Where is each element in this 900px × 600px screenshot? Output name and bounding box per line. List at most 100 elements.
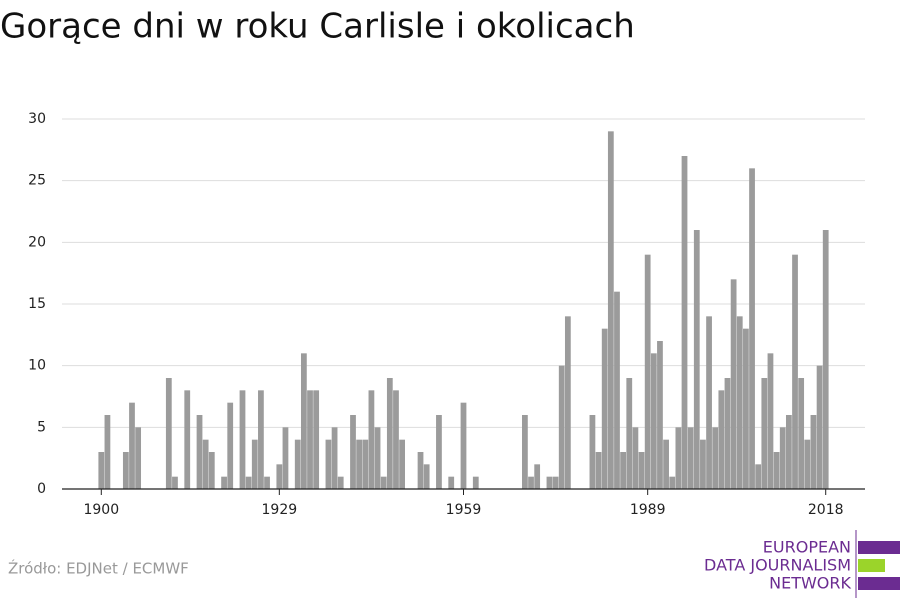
y-tick-label: 25 <box>28 173 46 189</box>
x-tick-label: 1989 <box>630 502 666 518</box>
bar <box>196 415 203 489</box>
bar <box>706 316 712 489</box>
bar <box>718 390 725 489</box>
bar <box>436 415 442 489</box>
bar <box>448 476 455 489</box>
bar <box>239 390 246 489</box>
bar <box>282 427 289 489</box>
bar <box>614 291 620 489</box>
bar <box>221 476 227 489</box>
bar <box>816 365 823 489</box>
bar <box>165 378 172 489</box>
bar <box>730 279 737 489</box>
bar <box>307 390 313 489</box>
bar <box>251 439 258 489</box>
bar <box>104 415 111 489</box>
bar <box>460 402 467 489</box>
bar <box>374 427 381 489</box>
x-tick-label: 2018 <box>808 502 844 518</box>
bar <box>386 378 393 489</box>
bar <box>258 390 264 489</box>
y-tick-label: 0 <box>37 481 46 497</box>
bar <box>208 452 215 489</box>
bar <box>773 452 780 489</box>
bar <box>227 402 234 489</box>
bar <box>172 476 178 489</box>
bar <box>607 131 614 490</box>
bar <box>122 452 129 489</box>
bar <box>663 439 669 489</box>
logo-bar <box>858 559 885 572</box>
bar <box>380 476 387 489</box>
bar <box>810 415 817 489</box>
bar <box>245 476 252 489</box>
bar <box>589 415 596 489</box>
bar <box>693 230 700 489</box>
bar <box>632 427 639 489</box>
bar <box>669 476 676 489</box>
bar <box>785 415 792 489</box>
x-tick-label: 1900 <box>83 502 119 518</box>
bar <box>755 464 762 489</box>
logo-text: DATA JOURNALISM <box>704 556 851 575</box>
bar <box>687 427 694 489</box>
bar <box>792 254 798 489</box>
bar <box>129 402 135 489</box>
bar <box>724 378 731 489</box>
x-tick-label: 1959 <box>446 502 482 518</box>
y-tick-label: 20 <box>28 234 46 250</box>
bar <box>276 464 283 489</box>
bar <box>601 328 608 489</box>
bar <box>657 341 663 489</box>
bar <box>300 353 307 489</box>
bar <box>595 452 602 489</box>
bar <box>522 415 528 489</box>
bar <box>368 390 375 489</box>
logo-text: EUROPEAN <box>763 538 851 557</box>
bar <box>264 476 270 489</box>
bar <box>546 476 553 489</box>
bar <box>626 378 633 489</box>
bar <box>202 439 209 489</box>
bar <box>417 452 424 489</box>
bar <box>675 427 682 489</box>
bar <box>779 427 786 489</box>
bar <box>558 365 565 489</box>
bar <box>767 353 774 489</box>
bar <box>804 439 811 489</box>
y-tick-label: 10 <box>28 358 46 374</box>
bar <box>644 254 651 489</box>
bar <box>350 415 356 489</box>
bar <box>337 476 344 489</box>
bar <box>552 476 559 489</box>
bar <box>700 439 706 489</box>
bar <box>294 439 301 489</box>
bar <box>712 427 719 489</box>
bar <box>749 168 755 490</box>
bar <box>399 439 405 489</box>
y-tick-label: 5 <box>37 419 46 435</box>
bar <box>393 390 399 489</box>
bar <box>423 464 430 489</box>
bar <box>822 230 829 489</box>
bar <box>325 439 332 489</box>
x-tick-label: 1929 <box>262 502 298 518</box>
bar <box>761 378 768 489</box>
bar <box>620 452 627 489</box>
bar <box>356 439 363 489</box>
bar <box>528 476 534 489</box>
logo-text: NETWORK <box>769 574 851 593</box>
bar <box>98 452 105 489</box>
bar <box>564 316 571 489</box>
bar <box>736 316 743 489</box>
bar <box>743 328 749 489</box>
bar <box>798 378 805 489</box>
bar <box>681 156 688 489</box>
source: Źródło: EDJNet / ECMWF <box>8 559 189 578</box>
y-tick-label: 15 <box>28 296 46 312</box>
logo-bar <box>858 541 900 554</box>
logo-bar <box>858 577 900 590</box>
bar <box>313 390 320 489</box>
bar <box>135 427 142 489</box>
bar <box>650 353 657 489</box>
